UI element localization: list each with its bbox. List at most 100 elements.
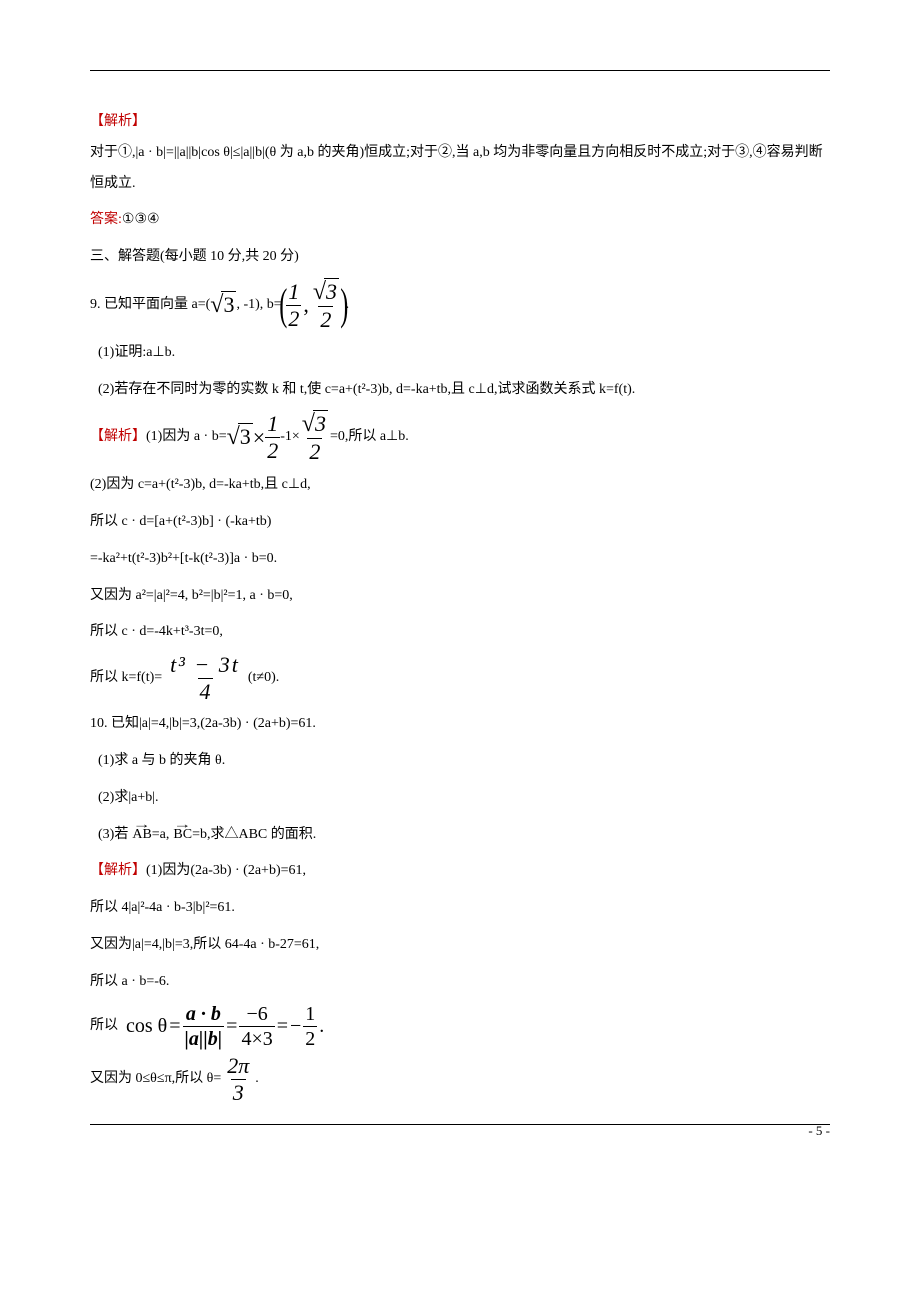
- frac-kft: t³ − 3t 4: [168, 654, 242, 703]
- q9-solution-2f: 所以 k=f(t)= t³ − 3t 4 (t≠0).: [90, 654, 830, 703]
- text: -1×: [280, 422, 300, 453]
- text: 所以 k=f(t)=: [90, 663, 162, 694]
- sol-label: 【解析】: [90, 422, 146, 453]
- num: √3: [300, 412, 330, 438]
- text: 所以 c · d=-4k+t³-3t=0,: [90, 617, 223, 648]
- q10-part1: (1)求 a 与 b 的夹角 θ.: [98, 746, 830, 777]
- radicand: 3: [324, 278, 339, 304]
- den: 2: [318, 306, 333, 331]
- den: 2: [265, 437, 280, 462]
- text: (2)求|a+b|.: [98, 783, 159, 814]
- den: 2: [307, 438, 322, 463]
- paren-group: ( 1 2 , √3 2 ): [282, 280, 346, 331]
- frac-2: −6 4×3: [239, 1004, 274, 1049]
- q9-solution-1: 【解析】 (1)因为 a · b= √3 × 1 2 -1× √3 2 =0,所…: [90, 411, 830, 464]
- sqrt-icon: √3: [227, 411, 253, 464]
- q10-solution-1f: 又因为 0≤θ≤π,所以 θ= 2π 3 .: [90, 1055, 830, 1104]
- text: 又因为 0≤θ≤π,所以 θ=: [90, 1064, 221, 1095]
- analysis-1: 【解析】 对于①,|a · b|=||a||b|cos θ|≤|a||b|(θ …: [90, 107, 830, 199]
- vector-bc-icon: BC: [173, 820, 192, 851]
- times-1: ×: [253, 414, 265, 462]
- text: (2)因为 c=a+(t²-3)b, d=-ka+tb,且 c⊥d,: [90, 470, 311, 501]
- text: 所以 a · b=-6.: [90, 967, 169, 998]
- num: −6: [244, 1004, 269, 1026]
- radicand: 3: [313, 410, 328, 436]
- q9-solution-2c: =-ka²+t(t²-3)b²+[t-k(t²-3)]a · b=0.: [90, 544, 830, 575]
- den: 2: [303, 1026, 317, 1049]
- num: 1: [303, 1004, 317, 1026]
- analysis-body: 对于①,|a · b|=||a||b|cos θ|≤|a||b|(θ 为 a,b…: [90, 138, 830, 200]
- text: =-ka²+t(t²-3)b²+[t-k(t²-3)]a · b=0.: [90, 544, 277, 575]
- page-number-text: - 5 -: [808, 1123, 830, 1138]
- frac-1-2: 1 2: [286, 281, 301, 330]
- text: (1)证明:a⊥b.: [98, 338, 175, 369]
- text: 所以: [90, 1011, 118, 1042]
- text: (2)若存在不同时为零的实数 k 和 t,使 c=a+(t²-3)b, d=-k…: [98, 375, 635, 406]
- q9-text-1: 9. 已知平面向量 a=(: [90, 290, 210, 321]
- analysis-label: 【解析】: [90, 107, 146, 138]
- text: (t≠0).: [248, 663, 279, 694]
- num: √3: [311, 280, 341, 306]
- q9-solution-2e: 所以 c · d=-4k+t³-3t=0,: [90, 617, 830, 648]
- sep: ,: [303, 281, 309, 329]
- q10-solution-1e: 所以 cos θ = a · b |a||b| = −6 4×3 = − 1 2…: [90, 1004, 830, 1049]
- q10-solution-1d: 所以 a · b=-6.: [90, 967, 830, 998]
- rparen-icon: ): [340, 283, 348, 327]
- lhs: cos θ: [126, 1004, 167, 1048]
- text: 又因为 a²=|a|²=4, b²=|b|²=1, a · b=0,: [90, 581, 293, 612]
- text: (1)求 a 与 b 的夹角 θ.: [98, 746, 225, 777]
- frac-sqrt3-2: √3 2: [311, 280, 341, 331]
- frac-1: a · b |a||b|: [183, 1004, 225, 1049]
- bottom-rule: [90, 1124, 830, 1125]
- frac-3: 1 2: [303, 1004, 317, 1049]
- text: (1)因为 a · b=: [146, 422, 227, 453]
- document-page: 【解析】 对于①,|a · b|=||a||b|cos θ|≤|a||b|(θ …: [0, 0, 920, 1165]
- q9-part1: (1)证明:a⊥b.: [98, 338, 830, 369]
- cos-theta-equation: cos θ = a · b |a||b| = −6 4×3 = − 1 2 .: [126, 1004, 324, 1049]
- sol-label: 【解析】: [90, 856, 146, 887]
- q9-part2: (2)若存在不同时为零的实数 k 和 t,使 c=a+(t²-3)b, d=-k…: [98, 375, 830, 406]
- q10-solution-1a: 【解析】 (1)因为(2a-3b) · (2a+b)=61,: [90, 856, 830, 887]
- frac: 1 2: [265, 413, 280, 462]
- answer-value: ①③④: [122, 205, 160, 236]
- text: 又因为|a|=4,|b|=3,所以 64-4a · b-27=61,: [90, 930, 319, 961]
- text: 所以 4|a|²-4a · b-3|b|²=61.: [90, 893, 235, 924]
- den: 2: [286, 305, 301, 330]
- page-number: - 5 -: [808, 1123, 830, 1139]
- section-3-heading: 三、解答题(每小题 10 分,共 20 分): [90, 242, 830, 273]
- q10-solution-1c: 又因为|a|=4,|b|=3,所以 64-4a · b-27=61,: [90, 930, 830, 961]
- text: 所以 c · d=[a+(t²-3)b] · (-ka+tb): [90, 507, 271, 538]
- answer-label: 答案:: [90, 205, 122, 236]
- sqrt-radicand: 3: [221, 291, 236, 317]
- text: =0,所以 a⊥b.: [330, 422, 409, 453]
- q9-solution-2b: 所以 c · d=[a+(t²-3)b] · (-ka+tb): [90, 507, 830, 538]
- num: 2π: [225, 1055, 251, 1079]
- radicand: 3: [238, 423, 253, 449]
- den: 4: [198, 678, 213, 703]
- text: AB: [132, 827, 151, 842]
- num: 1: [286, 281, 301, 305]
- section-3-text: 三、解答题(每小题 10 分,共 20 分): [90, 242, 299, 273]
- question-10-stem: 10. 已知|a|=4,|b|=3,(2a-3b) · (2a+b)=61.: [90, 709, 830, 740]
- q10-part3: (3)若 AB =a, BC =b,求△ABC 的面积.: [98, 820, 830, 851]
- text: 10. 已知|a|=4,|b|=3,(2a-3b) · (2a+b)=61.: [90, 709, 316, 740]
- den: 4×3: [239, 1026, 274, 1049]
- answer-line: 答案: ①③④: [90, 205, 830, 236]
- question-9-stem: 9. 已知平面向量 a=( √3 , -1), b= ( 1 2 , √3 2 …: [90, 279, 830, 332]
- num: 1: [265, 413, 280, 437]
- text: .: [255, 1064, 259, 1095]
- period: .: [319, 1004, 324, 1048]
- num: a · b: [184, 1004, 223, 1026]
- den: 3: [231, 1079, 246, 1104]
- vector-ab-icon: AB: [132, 820, 151, 851]
- text: (1)因为(2a-3b) · (2a+b)=61,: [146, 856, 306, 887]
- q9-solution-2d: 又因为 a²=|a|²=4, b²=|b|²=1, a · b=0,: [90, 581, 830, 612]
- q10-part2: (2)求|a+b|.: [98, 783, 830, 814]
- top-rule: [90, 70, 830, 71]
- text: =b,求△ABC 的面积.: [192, 820, 316, 851]
- q9-solution-2a: (2)因为 c=a+(t²-3)b, d=-ka+tb,且 c⊥d,: [90, 470, 830, 501]
- den: |a||b|: [183, 1026, 225, 1049]
- q9-text-2: , -1), b=: [236, 290, 281, 321]
- q10-solution-1b: 所以 4|a|²-4a · b-3|b|²=61.: [90, 893, 830, 924]
- num: t³ − 3t: [168, 654, 242, 678]
